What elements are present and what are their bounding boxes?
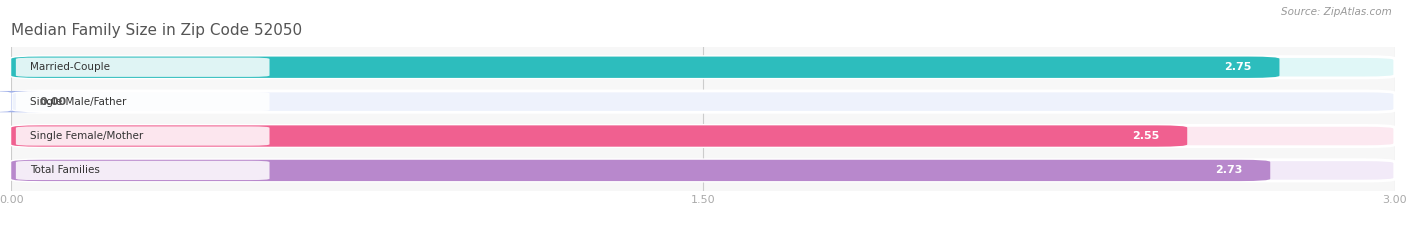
Text: Total Families: Total Families bbox=[30, 165, 100, 175]
FancyBboxPatch shape bbox=[15, 92, 270, 111]
Text: Single Male/Father: Single Male/Father bbox=[30, 97, 127, 107]
FancyBboxPatch shape bbox=[15, 58, 270, 77]
FancyBboxPatch shape bbox=[15, 161, 270, 180]
Text: Source: ZipAtlas.com: Source: ZipAtlas.com bbox=[1281, 7, 1392, 17]
FancyBboxPatch shape bbox=[11, 125, 1187, 147]
FancyBboxPatch shape bbox=[11, 125, 1395, 147]
FancyBboxPatch shape bbox=[11, 91, 1395, 112]
FancyBboxPatch shape bbox=[11, 57, 1279, 78]
FancyBboxPatch shape bbox=[11, 57, 1395, 78]
FancyBboxPatch shape bbox=[11, 160, 1270, 181]
Text: 2.75: 2.75 bbox=[1225, 62, 1251, 72]
Text: 2.55: 2.55 bbox=[1132, 131, 1160, 141]
FancyBboxPatch shape bbox=[0, 91, 41, 112]
Text: Single Female/Mother: Single Female/Mother bbox=[30, 131, 143, 141]
Text: 2.73: 2.73 bbox=[1215, 165, 1243, 175]
Text: Married-Couple: Married-Couple bbox=[30, 62, 110, 72]
Text: Median Family Size in Zip Code 52050: Median Family Size in Zip Code 52050 bbox=[11, 24, 302, 38]
Text: 0.00: 0.00 bbox=[39, 97, 66, 107]
FancyBboxPatch shape bbox=[11, 160, 1395, 181]
FancyBboxPatch shape bbox=[15, 126, 270, 146]
